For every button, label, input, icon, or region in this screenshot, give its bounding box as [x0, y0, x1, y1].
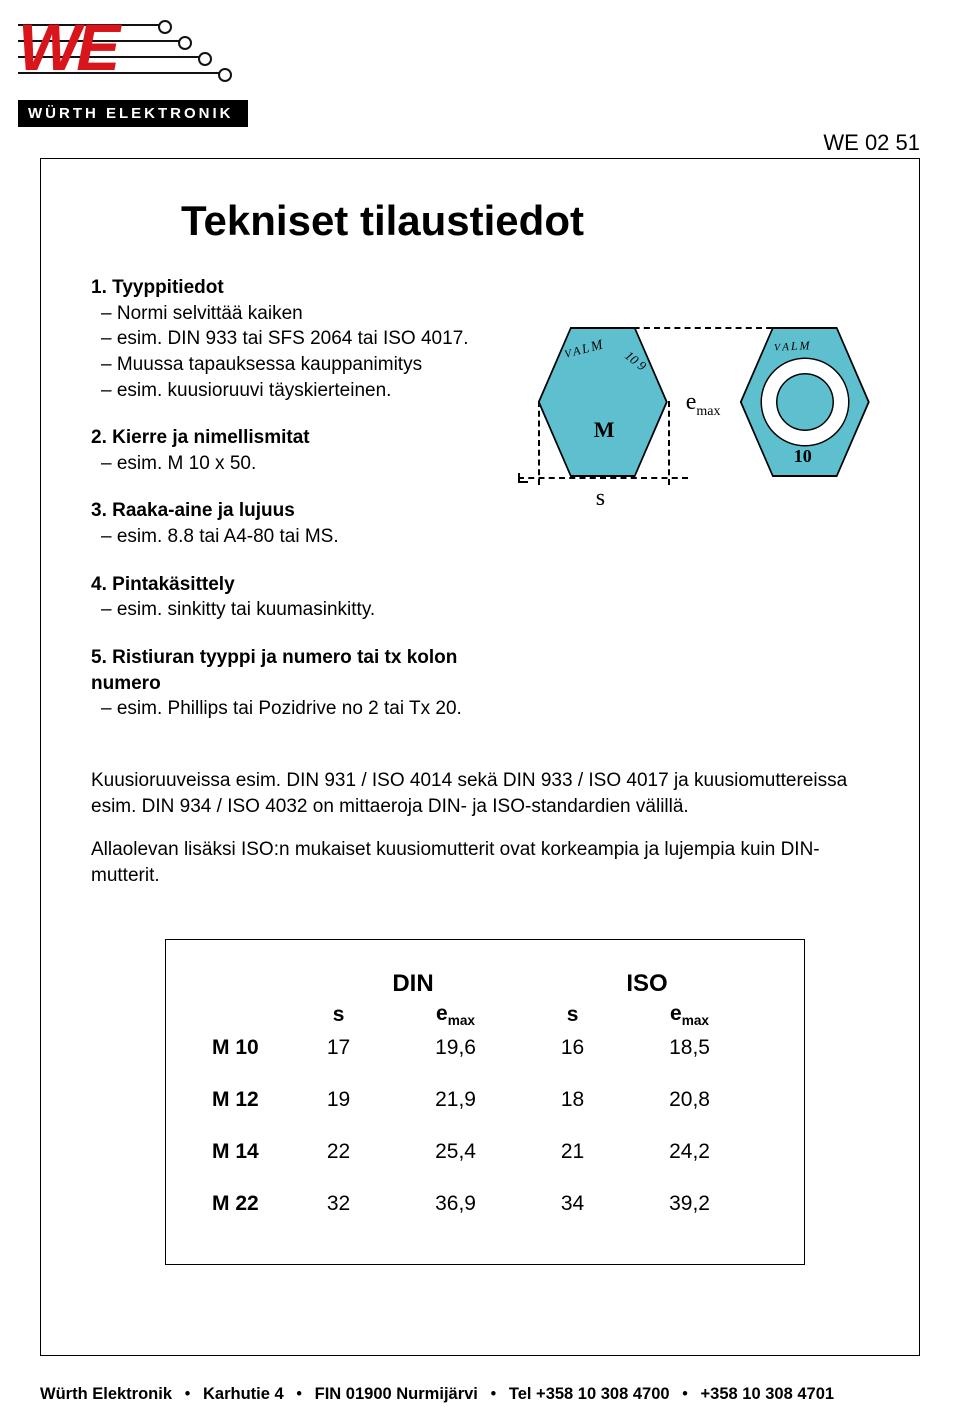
footer-address: Karhutie 4: [203, 1385, 284, 1403]
spec-head: Tyyppitiedot: [112, 277, 224, 298]
spec-item-5: 5. Ristiuran tyyppi ja numero tai tx kol…: [91, 645, 497, 722]
separator-icon: •: [674, 1385, 696, 1403]
col-emax: emax: [381, 998, 530, 1032]
nut-hole-icon: [762, 359, 848, 445]
cell: 25,4: [381, 1126, 530, 1178]
spec-line: esim. 8.8 tai A4-80 tai MS.: [91, 524, 497, 550]
page-title: Tekniset tilaustiedot: [181, 197, 879, 245]
footer-company: Würth Elektronik: [40, 1385, 172, 1403]
col-emax: emax: [615, 998, 764, 1032]
e-symbol: e: [686, 389, 697, 415]
brand-name: WÜRTH ELEKTRONIK: [18, 100, 248, 127]
cell: 17: [296, 1032, 381, 1074]
cell: 39,2: [615, 1178, 764, 1230]
table-row: M 10 17 19,6 16 18,5: [206, 1032, 764, 1074]
spec-line: Normi selvittää kaiken: [91, 301, 497, 327]
cell: 18: [530, 1074, 615, 1126]
separator-icon: •: [177, 1385, 199, 1403]
hex-bolt: VALM 10 9 M: [538, 327, 668, 477]
spec-head: Kierre ja nimellismitat: [112, 427, 309, 448]
col-s: s: [530, 998, 615, 1032]
dash-line: [538, 401, 540, 485]
separator-icon: •: [288, 1385, 310, 1403]
cell: 32: [296, 1178, 381, 1230]
emax-label: emax: [686, 389, 721, 420]
comparison-table-box: DIN ISO s emax s emax M 10 17 19,6 16 1: [165, 939, 805, 1265]
hex-arc-text: VALM: [774, 338, 812, 354]
brand-logo: WE WÜRTH ELEKTRONIK: [18, 18, 248, 127]
content-frame: Tekniset tilaustiedot 1. Tyyppitiedot No…: [40, 158, 920, 1356]
footer-tel: Tel +358 10 308 4700: [509, 1385, 670, 1403]
page-footer: Würth Elektronik • Karhutie 4 • FIN 0190…: [40, 1385, 920, 1404]
spec-head: Raaka-aine ja lujuus: [112, 500, 295, 521]
spec-num: 2.: [91, 427, 107, 448]
row-label: M 22: [206, 1178, 296, 1230]
cell: 21: [530, 1126, 615, 1178]
row-label: M 12: [206, 1074, 296, 1126]
spec-item-3: 3. Raaka-aine ja lujuus esim. 8.8 tai A4…: [91, 498, 497, 549]
cell: 22: [296, 1126, 381, 1178]
spec-line: Muussa tapauksessa kauppanimitys: [91, 352, 497, 378]
body-paragraph: Allaolevan lisäksi ISO:n mukaiset kuusio…: [91, 837, 879, 888]
cell: 21,9: [381, 1074, 530, 1126]
s-label: s: [596, 485, 605, 512]
logo-mark: WE: [18, 18, 248, 96]
spec-head: Pintakäsittely: [112, 574, 235, 595]
comparison-table: DIN ISO s emax s emax M 10 17 19,6 16 1: [206, 966, 764, 1230]
spec-line: esim. kuusioruuvi täyskierteinen.: [91, 378, 497, 404]
table-row: M 14 22 25,4 21 24,2: [206, 1126, 764, 1178]
col-group-iso: ISO: [530, 966, 764, 998]
spec-num: 4.: [91, 574, 107, 595]
spec-head: Ristiuran tyyppi ja numero tai tx kolon …: [91, 647, 457, 694]
table-row: M 12 19 21,9 18 20,8: [206, 1074, 764, 1126]
spec-item-4: 4. Pintakäsittely esim. sinkitty tai kuu…: [91, 572, 497, 623]
dash-line: [518, 477, 688, 479]
e-sub: max: [696, 404, 720, 419]
spec-list: 1. Tyyppitiedot Normi selvittää kaiken e…: [91, 275, 497, 722]
hex-nut: VALM 10: [740, 327, 870, 477]
document-code: WE 02 51: [823, 130, 920, 156]
cell: 18,5: [615, 1032, 764, 1074]
cell: 34: [530, 1178, 615, 1230]
hex-center-label: 10: [794, 446, 812, 467]
spec-num: 5.: [91, 647, 107, 668]
cell: 36,9: [381, 1178, 530, 1230]
cell: 19,6: [381, 1032, 530, 1074]
spec-item-1: 1. Tyyppitiedot Normi selvittää kaiken e…: [91, 275, 497, 403]
row-label: M 10: [206, 1032, 296, 1074]
col-group-din: DIN: [296, 966, 530, 998]
spec-num: 3.: [91, 500, 107, 521]
hex-figure: VALM 10 9 M VALM 10 emax: [518, 305, 878, 535]
spec-item-2: 2. Kierre ja nimellismitat esim. M 10 x …: [91, 425, 497, 476]
hex-center-label: M: [594, 417, 615, 443]
footer-fax: +358 10 308 4701: [701, 1385, 835, 1403]
spec-line: esim. sinkitty tai kuumasinkitty.: [91, 597, 497, 623]
col-s: s: [296, 998, 381, 1032]
footer-city: FIN 01900 Nurmijärvi: [315, 1385, 478, 1403]
row-label: M 14: [206, 1126, 296, 1178]
cell: 24,2: [615, 1126, 764, 1178]
cell: 20,8: [615, 1074, 764, 1126]
cell: 16: [530, 1032, 615, 1074]
table-row: M 22 32 36,9 34 39,2: [206, 1178, 764, 1230]
logo-letters: WE: [18, 18, 116, 77]
spec-line: esim. DIN 933 tai SFS 2064 tai ISO 4017.: [91, 326, 497, 352]
body-paragraph: Kuusioruuveissa esim. DIN 931 / ISO 4014…: [91, 768, 879, 819]
cell: 19: [296, 1074, 381, 1126]
bracket-icon: [518, 473, 528, 483]
spec-num: 1.: [91, 277, 107, 298]
spec-line: esim. M 10 x 50.: [91, 451, 497, 477]
spec-line: esim. Phillips tai Pozidrive no 2 tai Tx…: [91, 696, 497, 722]
dash-line: [668, 401, 670, 485]
separator-icon: •: [482, 1385, 504, 1403]
